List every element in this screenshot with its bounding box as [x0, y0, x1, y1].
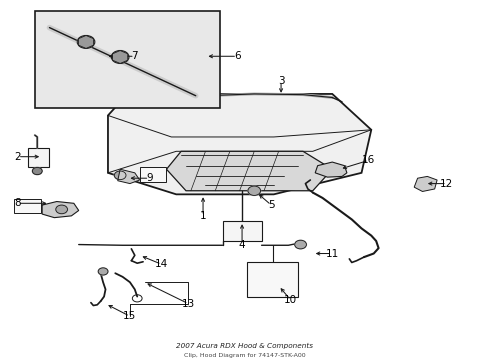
Circle shape — [56, 205, 67, 214]
Text: 14: 14 — [155, 259, 168, 269]
Text: 13: 13 — [182, 299, 195, 309]
Text: 15: 15 — [123, 311, 136, 321]
Circle shape — [32, 167, 42, 175]
Text: 16: 16 — [362, 155, 375, 165]
Polygon shape — [78, 36, 93, 48]
Text: 7: 7 — [131, 51, 138, 61]
Text: 5: 5 — [267, 200, 274, 210]
Circle shape — [98, 268, 108, 275]
Bar — [222, 221, 261, 241]
Polygon shape — [112, 50, 127, 63]
Bar — [140, 167, 166, 182]
Circle shape — [111, 50, 129, 63]
Polygon shape — [118, 169, 140, 184]
Polygon shape — [315, 162, 346, 177]
Polygon shape — [413, 176, 436, 192]
Bar — [35, 12, 220, 108]
Text: 10: 10 — [284, 295, 297, 305]
Text: 12: 12 — [439, 179, 452, 189]
Text: 9: 9 — [146, 173, 152, 183]
Text: 11: 11 — [325, 248, 338, 258]
Circle shape — [114, 171, 126, 180]
Text: Clip, Hood Diagram for 74147-STK-A00: Clip, Hood Diagram for 74147-STK-A00 — [183, 352, 305, 357]
Text: 8: 8 — [15, 198, 21, 208]
Polygon shape — [42, 202, 79, 218]
Text: 3: 3 — [277, 76, 284, 86]
Bar — [27, 148, 49, 167]
Bar — [246, 262, 298, 297]
Text: 2: 2 — [15, 152, 21, 162]
Circle shape — [77, 36, 95, 48]
Bar — [14, 199, 41, 213]
Polygon shape — [108, 94, 370, 194]
Text: 2007 Acura RDX Hood & Components: 2007 Acura RDX Hood & Components — [176, 343, 312, 349]
Polygon shape — [166, 151, 331, 191]
Text: 4: 4 — [238, 239, 245, 249]
Text: 6: 6 — [233, 51, 240, 61]
Circle shape — [294, 240, 306, 249]
Circle shape — [247, 186, 260, 195]
Text: 1: 1 — [199, 211, 206, 221]
